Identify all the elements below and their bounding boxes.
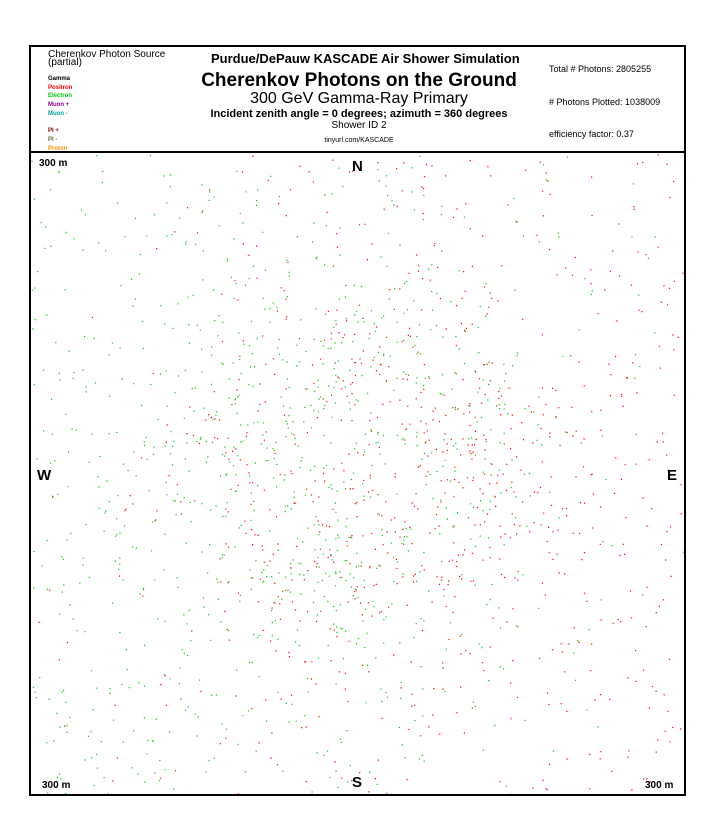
compass-south: S [352,774,363,791]
shower-id: Shower ID 2 [331,120,387,131]
series-electron [31,154,656,794]
simulation-title: Purdue/DePauw KASCADE Air Shower Simulat… [211,51,520,66]
incident-angle: Incident zenith angle = 0 degrees; azimu… [210,108,508,120]
chart-subtitle: 300 GeV Gamma-Ray Primary [250,90,468,107]
scale-label-bottom-left: 300 m [42,780,71,791]
figure-frame [29,45,686,796]
legend-item: Positron [48,84,73,91]
compass-east: E [667,467,678,484]
legend-item: Electron [48,93,73,100]
total-photons: Total # Photons: 2805255 [549,64,652,74]
legend-item: PI + [48,128,59,135]
positron-photons [38,154,684,794]
compass-west: W [37,467,52,484]
header-divider [29,151,686,153]
scatter-svg [31,154,684,794]
scale-label-top-left: 300 m [39,158,68,169]
efficiency-factor: efficiency factor: 0.37 [549,129,634,139]
series-positron [38,154,684,794]
photon-scatter-plot [31,153,684,794]
legend-item: Gamma [48,76,71,82]
url-text: tinyurl.com/KASCADE [324,137,394,144]
photons-plotted: # Photons Plotted: 1038009 [549,97,661,107]
legend-item: Proton [48,145,68,152]
electron-photons [31,154,656,794]
compass-north: N [352,158,363,175]
legend-item: Muon + [48,102,70,109]
legend-item: PI - [48,136,58,143]
legend-subtitle: (partial) [48,57,82,68]
legend-item: Muon - [48,110,68,117]
legend-title: Cherenkov Photon Source [48,49,166,60]
scale-label-bottom-right: 300 m [645,780,674,791]
header: Cherenkov Photon Source (partial) Gamma P… [31,47,684,152]
chart-title: Cherenkov Photons on the Ground [201,70,517,91]
